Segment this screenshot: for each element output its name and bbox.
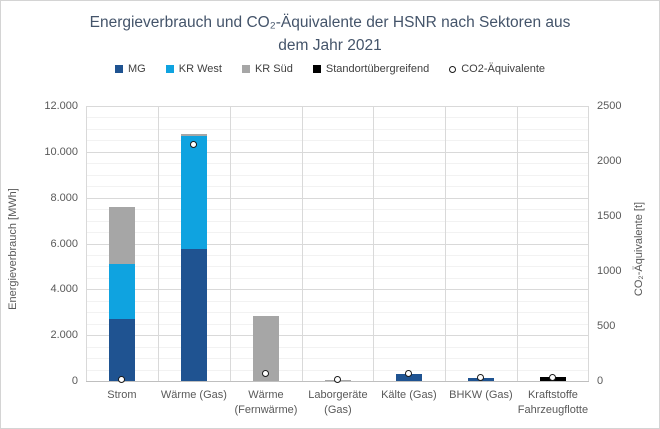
left-axis-tick: 6.000 — [50, 237, 78, 250]
gridline — [86, 323, 589, 325]
category-separator — [230, 106, 231, 381]
right-axis-title: CO₂-Äquivalente [t] — [633, 201, 645, 297]
gridline — [86, 243, 589, 245]
legend-item-mg: MG — [115, 63, 146, 75]
left-axis-tick: 0 — [71, 375, 78, 387]
gridline — [86, 346, 589, 348]
right-axis-tick: 2500 — [597, 100, 622, 112]
bar-segment — [109, 264, 135, 320]
gridline — [86, 117, 589, 119]
co2-data-marker — [334, 376, 341, 383]
gridline — [86, 232, 589, 234]
category-label: Wärme (Gas) — [160, 389, 227, 401]
gridline — [86, 254, 589, 256]
legend-label: CO2-Äquivalente — [461, 63, 545, 75]
legend-item-kr-west: KR West — [165, 63, 222, 75]
chart-legend: MG KR West KR Süd Standortübergreifend C… — [1, 63, 659, 75]
left-axis-tick: 12.000 — [44, 100, 78, 112]
gridline — [86, 140, 589, 142]
category-label: Wärme (Fernwärme) — [234, 389, 298, 416]
gridline — [86, 106, 589, 107]
left-axis-tick: 4.000 — [50, 283, 78, 296]
bar-segment — [181, 133, 207, 136]
gridline — [86, 369, 589, 371]
category-label: Strom — [107, 389, 137, 401]
gridline — [86, 151, 589, 153]
category-separator — [373, 106, 374, 381]
plot-area — [86, 106, 589, 383]
right-axis-tick: 1500 — [597, 210, 622, 222]
category-label: BHKW (Gas) — [449, 389, 513, 401]
gridline — [86, 335, 589, 337]
category-separator — [158, 106, 159, 381]
legend-label: KR West — [178, 63, 222, 75]
gridline — [86, 163, 589, 165]
chart-title-line1: Energieverbrauch und CO₂-Äquivalente der… — [89, 14, 571, 31]
gridline — [86, 209, 589, 211]
co2-data-marker — [118, 376, 125, 383]
bar-segment — [181, 249, 207, 381]
category-label: Laborgeräte (Gas) — [308, 389, 368, 416]
legend-label: KR Süd — [254, 63, 293, 75]
chart-title-line2: dem Jahr 2021 — [278, 37, 382, 55]
co2-data-marker — [477, 374, 484, 381]
bar-segment — [396, 374, 422, 381]
category-separator — [588, 106, 589, 381]
mg-swatch-icon — [115, 65, 123, 73]
category-separator — [517, 106, 518, 381]
gridline — [86, 358, 589, 360]
category-separator — [302, 106, 303, 381]
gridline — [86, 197, 589, 199]
gridline — [86, 220, 589, 222]
right-axis-tick: 2000 — [597, 155, 622, 167]
left-axis-tick: 10.000 — [44, 145, 78, 158]
legend-item-kr-sued: KR Süd — [241, 63, 293, 75]
left-axis-title: Energieverbrauch [MWh] — [7, 188, 19, 310]
co2-data-marker — [405, 370, 412, 377]
co2-data-marker — [190, 141, 197, 148]
bar-segment — [109, 206, 135, 265]
bar-segment — [181, 135, 207, 250]
left-axis-tick: 8.000 — [50, 191, 78, 204]
legend-label: Standortübergreifend — [325, 63, 430, 75]
legend-item-co2: CO2-Äquivalente — [449, 63, 545, 75]
gridline — [86, 186, 589, 188]
gridline — [86, 266, 589, 268]
category-separator — [86, 106, 87, 381]
category-label: Kraftstoffe Fahrzeugflotte — [517, 389, 589, 416]
category-label: Kälte (Gas) — [381, 389, 437, 401]
category-separator — [445, 106, 446, 381]
left-axis-tick: 2.000 — [50, 329, 78, 342]
bar-segment — [109, 319, 135, 381]
right-axis-tick: 500 — [597, 320, 616, 332]
kr-west-swatch-icon — [165, 65, 174, 73]
co2-data-marker — [262, 370, 269, 377]
gridline — [86, 312, 589, 314]
gridline — [86, 174, 589, 176]
right-axis-tick: 0 — [597, 375, 604, 387]
co2-marker-icon — [449, 65, 457, 73]
gridline — [86, 289, 589, 291]
gridline — [86, 300, 589, 302]
kr-sued-swatch-icon — [241, 65, 250, 73]
legend-item-standortuebergreifend: Standortübergreifend — [312, 63, 430, 75]
gridline — [86, 128, 589, 130]
gridline — [86, 277, 589, 279]
standort-swatch-icon — [312, 65, 321, 73]
right-axis-tick: 1000 — [597, 265, 622, 277]
co2-data-marker — [549, 374, 556, 381]
chart-title: Energieverbrauch und CO₂-Äquivalente der… — [1, 11, 659, 58]
legend-label: MG — [128, 63, 146, 75]
